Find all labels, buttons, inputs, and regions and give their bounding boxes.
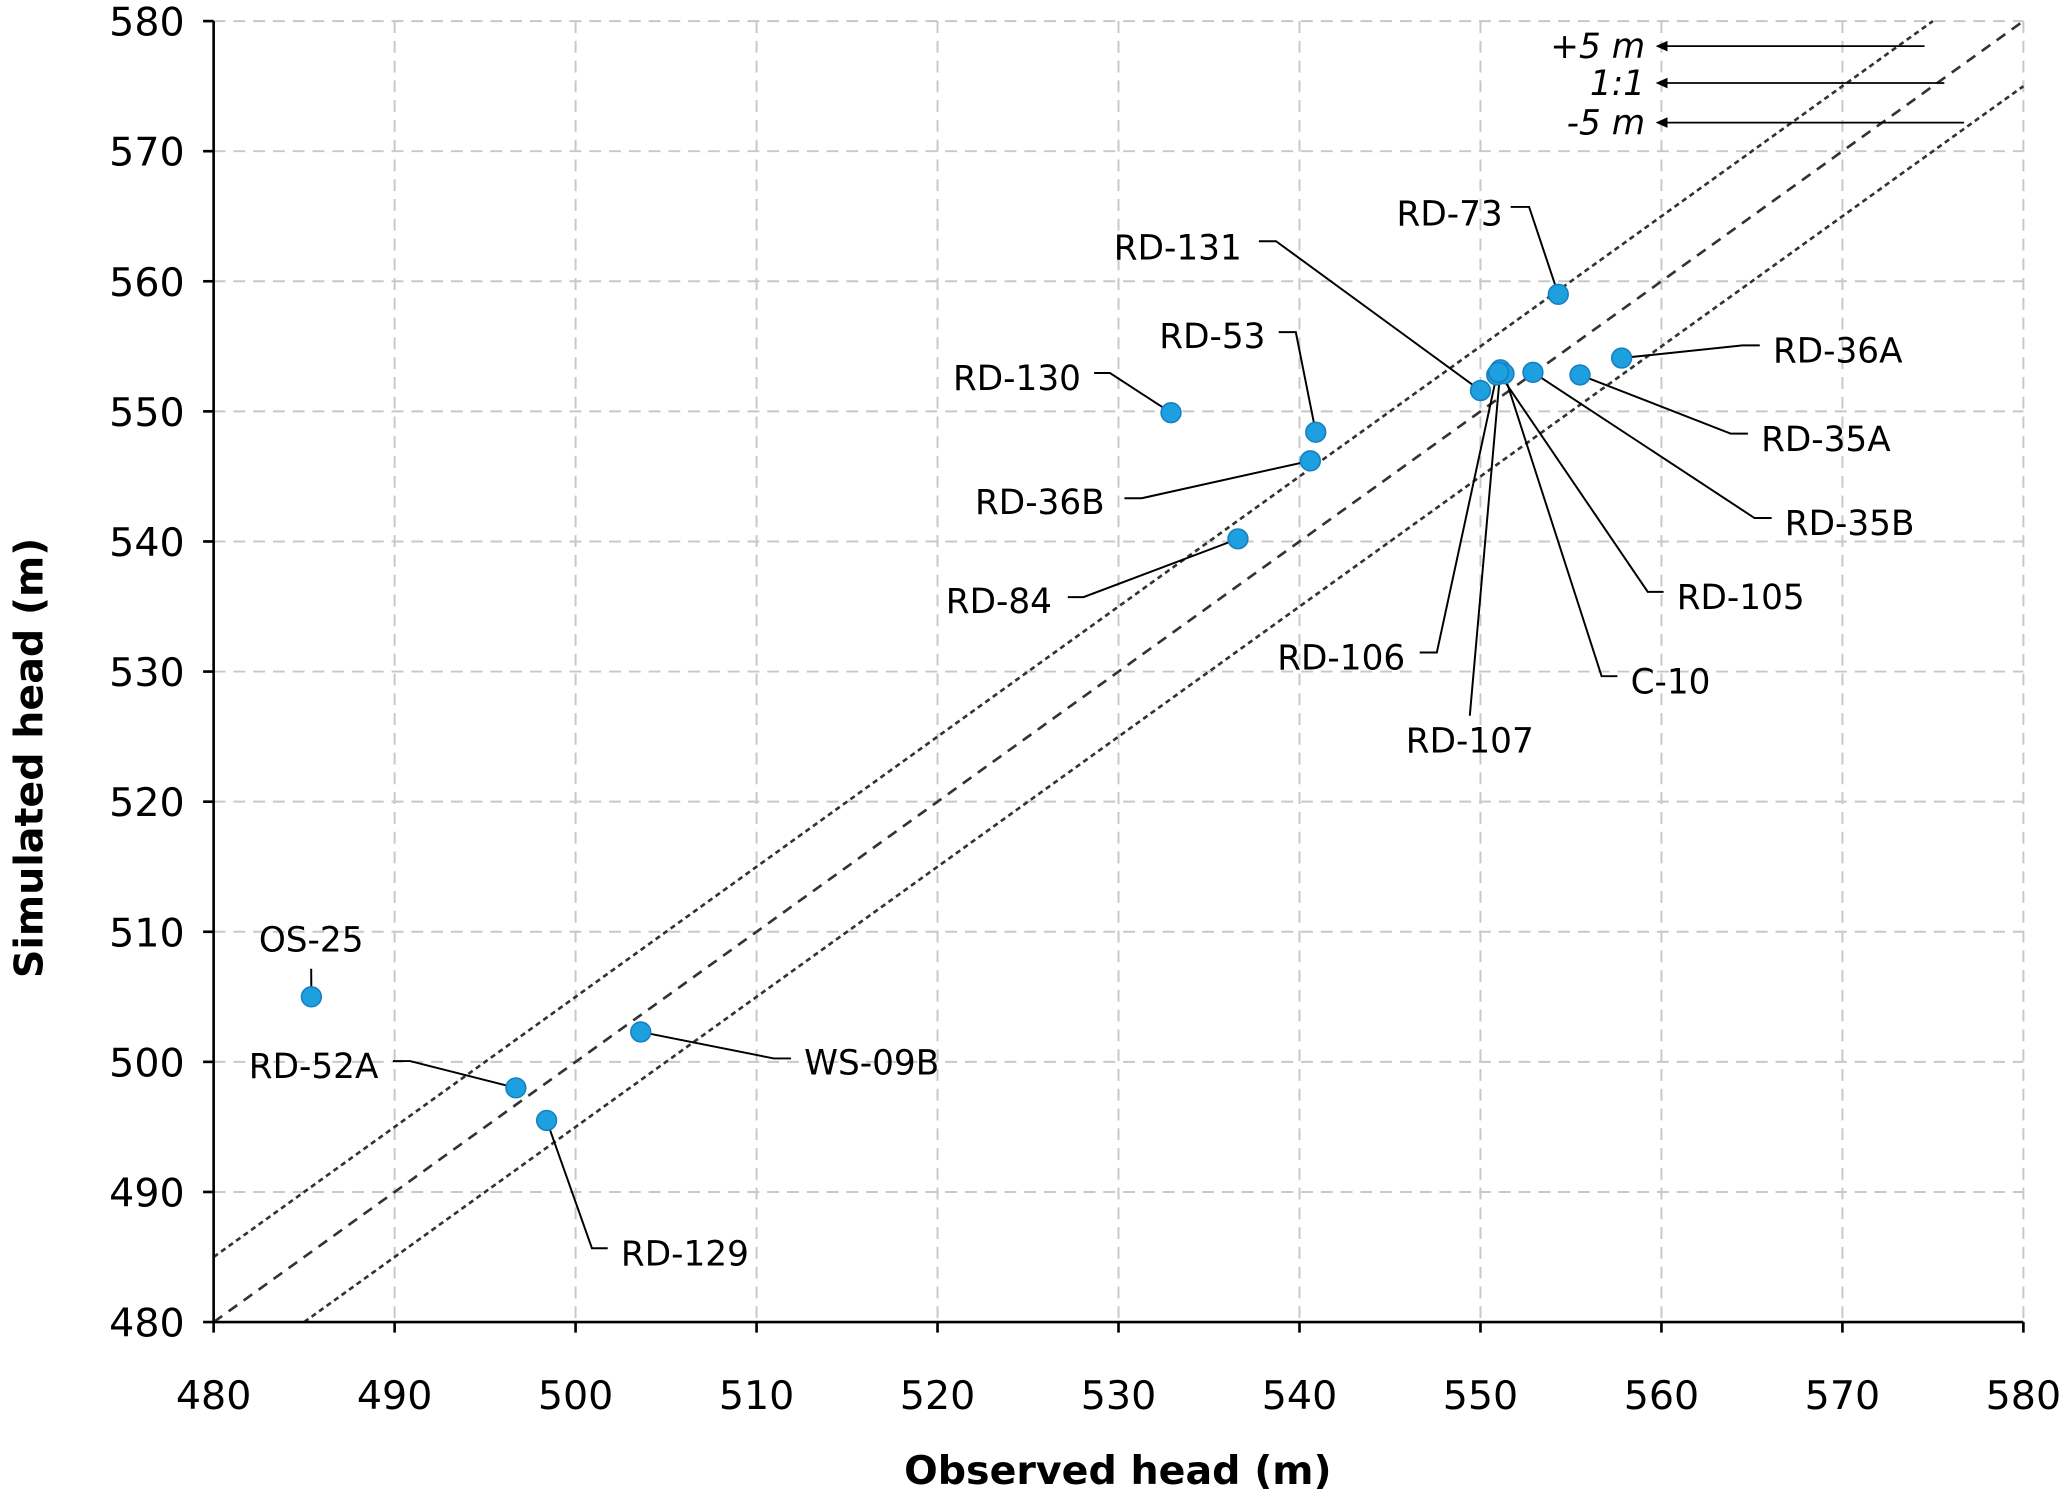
data-point bbox=[1547, 283, 1569, 305]
y-tick-label: 570 bbox=[109, 130, 184, 176]
reference-line bbox=[212, 20, 1934, 1259]
data-label: RD-53 bbox=[1159, 317, 1265, 357]
data-label: RD-73 bbox=[1397, 194, 1503, 234]
y-tick-label: 480 bbox=[109, 1301, 184, 1347]
label-leader-line bbox=[1419, 374, 1498, 654]
data-label: RD-131 bbox=[1114, 229, 1242, 269]
data-point bbox=[300, 986, 323, 1008]
label-leader-line bbox=[1258, 240, 1482, 392]
data-point bbox=[1610, 347, 1633, 369]
label-leader-line bbox=[1067, 537, 1239, 599]
data-label: RD-105 bbox=[1677, 578, 1805, 618]
y-tick-label: 540 bbox=[109, 520, 184, 566]
reference-label: 1:1 bbox=[1590, 64, 1645, 104]
data-label: WS-09B bbox=[804, 1043, 939, 1083]
reference-lines bbox=[212, 20, 2025, 1324]
data-label: RD-106 bbox=[1277, 639, 1405, 679]
data-label: RD-107 bbox=[1406, 722, 1534, 762]
reference-line bbox=[212, 20, 2025, 1324]
data-label: RD-35B bbox=[1785, 504, 1915, 544]
label-leader-line bbox=[545, 1120, 608, 1250]
x-tick-label: 560 bbox=[1624, 1373, 1699, 1419]
y-tick-label: 510 bbox=[109, 910, 184, 956]
arrow-head-icon bbox=[1655, 77, 1668, 89]
x-tick-label: 580 bbox=[1986, 1373, 2061, 1419]
data-point bbox=[1305, 421, 1327, 443]
y-tick-label: 520 bbox=[109, 780, 184, 826]
data-point bbox=[1569, 364, 1591, 386]
y-tick-label: 490 bbox=[109, 1170, 184, 1216]
data-label: RD-35A bbox=[1761, 420, 1891, 460]
reference-label: -5 m bbox=[1567, 103, 1645, 143]
data-label: RD-129 bbox=[621, 1234, 749, 1274]
label-leader-line bbox=[1497, 371, 1664, 593]
y-tick-label: 580 bbox=[109, 0, 184, 46]
grid bbox=[213, 20, 2025, 1323]
data-point bbox=[1227, 528, 1249, 550]
x-tick-label: 480 bbox=[176, 1373, 251, 1419]
label-leader-line bbox=[1532, 371, 1772, 520]
data-label: OS-25 bbox=[259, 921, 364, 961]
x-tick-label: 540 bbox=[1262, 1373, 1337, 1419]
reference-label: +5 m bbox=[1550, 27, 1645, 67]
label-leader-line bbox=[1278, 331, 1317, 433]
label-leader-line bbox=[1124, 459, 1311, 500]
data-label: RD-36B bbox=[975, 483, 1105, 523]
x-tick-label: 490 bbox=[357, 1373, 432, 1419]
x-axis-title: Observed head (m) bbox=[904, 1448, 1331, 1494]
label-leader-line bbox=[1468, 369, 1502, 716]
y-axis-title: Simulated head (m) bbox=[6, 538, 52, 978]
label-leader-line bbox=[1094, 372, 1172, 414]
label-leader-line bbox=[1579, 374, 1748, 435]
label-leader-line bbox=[640, 1030, 791, 1060]
data-label: C-10 bbox=[1631, 662, 1711, 702]
data-point bbox=[1160, 402, 1182, 424]
point-labels: OS-25 RD-52A RD-129 WS-09B RD-130 RD-53 RD-36B… bbox=[249, 194, 1915, 1274]
label-leaders bbox=[310, 205, 1772, 1250]
x-tick-label: 530 bbox=[1081, 1373, 1156, 1419]
data-point bbox=[505, 1077, 527, 1099]
data-label: RD-84 bbox=[946, 582, 1052, 622]
x-tick-label: 510 bbox=[719, 1373, 794, 1419]
label-leader-line bbox=[1503, 373, 1618, 678]
data-point bbox=[1487, 361, 1510, 384]
x-tick-label: 500 bbox=[538, 1373, 613, 1419]
data-points bbox=[300, 283, 1633, 1132]
y-tick-label: 550 bbox=[109, 390, 184, 436]
label-leader-line bbox=[1621, 344, 1760, 360]
arrow-head-icon bbox=[1655, 117, 1668, 128]
x-tick-label: 520 bbox=[900, 1373, 975, 1419]
x-tick-label: 550 bbox=[1443, 1373, 1518, 1419]
data-point bbox=[1299, 450, 1322, 472]
y-tick-label: 530 bbox=[109, 650, 184, 696]
data-point bbox=[630, 1021, 652, 1043]
axes: 480 490 500 510 520 530 540 550 560 570 580 480 490 5… bbox=[109, 0, 2061, 1419]
y-tick-label: 500 bbox=[109, 1040, 184, 1086]
data-point bbox=[535, 1109, 558, 1132]
data-point bbox=[1469, 379, 1492, 402]
data-label: RD-130 bbox=[953, 359, 1081, 399]
reference-line bbox=[303, 85, 2025, 1324]
data-label: RD-52A bbox=[249, 1047, 379, 1087]
y-tick-label: 560 bbox=[109, 260, 184, 306]
label-leader-line bbox=[392, 1060, 517, 1089]
data-point bbox=[1522, 361, 1544, 384]
arrow-head-icon bbox=[1655, 40, 1668, 52]
x-tick-label: 570 bbox=[1805, 1373, 1880, 1419]
reference-annotations: +5 m1:1-5 m bbox=[1550, 27, 1965, 143]
data-label: RD-36A bbox=[1773, 331, 1903, 371]
label-leader-line bbox=[1510, 205, 1560, 295]
